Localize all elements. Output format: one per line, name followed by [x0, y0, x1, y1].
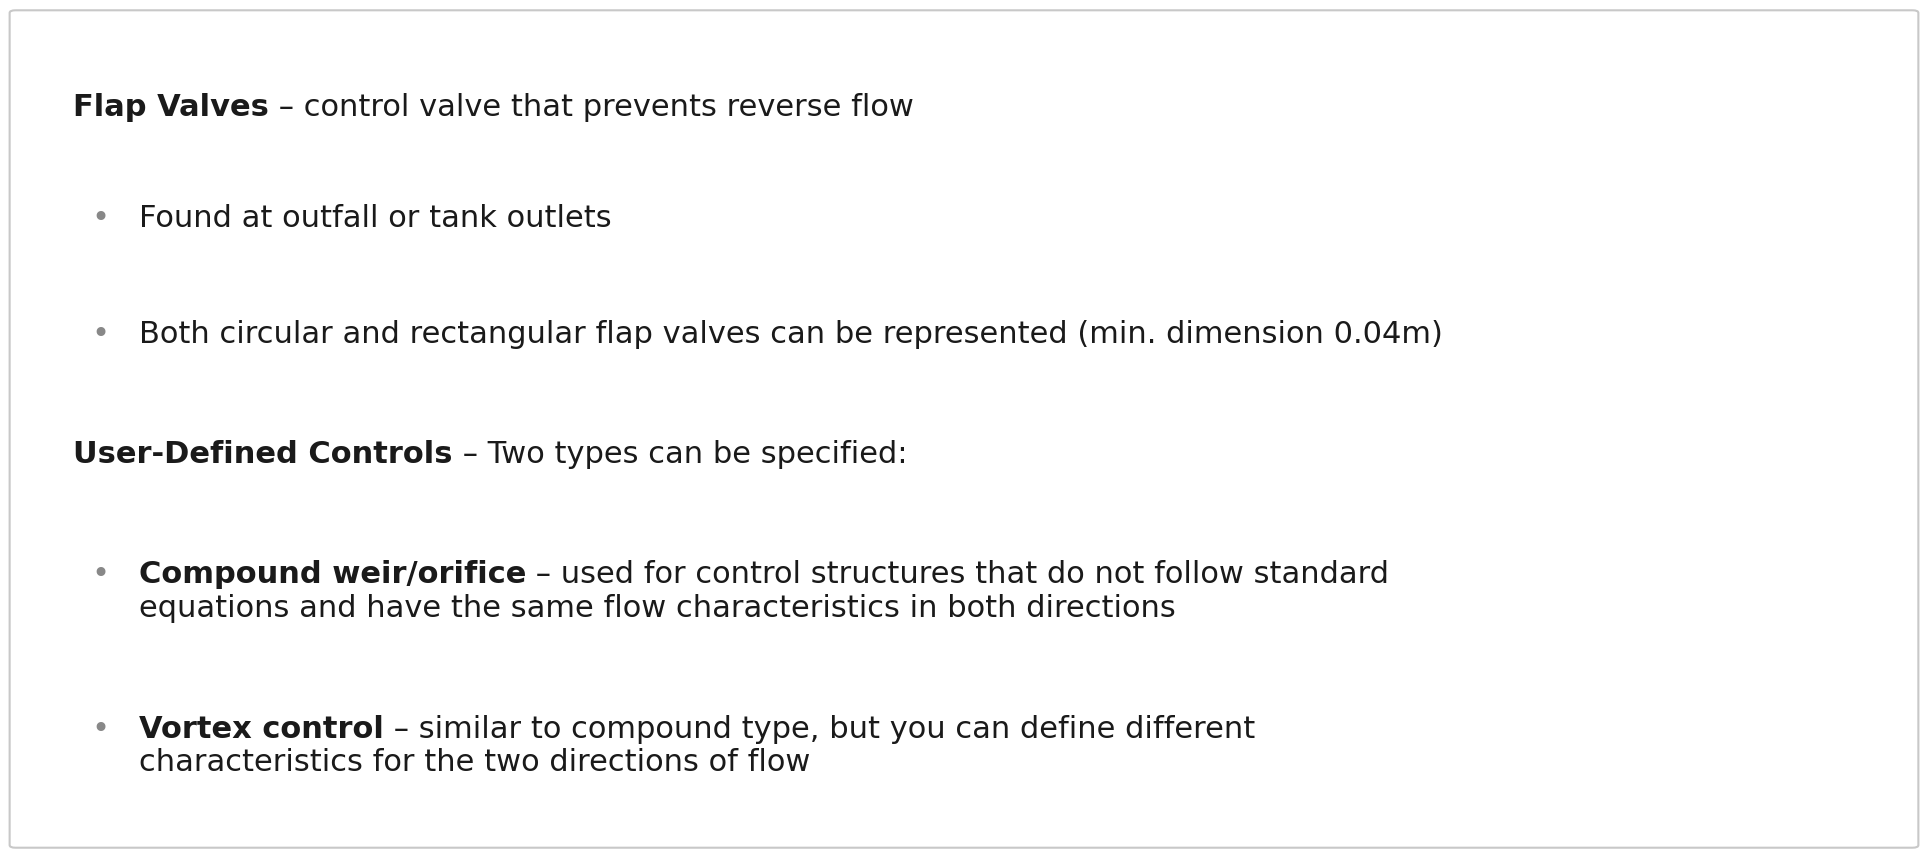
Text: •: • — [91, 320, 110, 349]
Text: Vortex control: Vortex control — [139, 715, 384, 744]
Text: •: • — [91, 204, 110, 233]
Text: – similar to compound type, but you can define different: – similar to compound type, but you can … — [384, 715, 1255, 744]
Text: Both circular and rectangular flap valves can be represented (min. dimension 0.0: Both circular and rectangular flap valve… — [139, 320, 1442, 349]
Text: – used for control structures that do not follow standard: – used for control structures that do no… — [526, 560, 1390, 589]
Text: •: • — [91, 715, 110, 744]
Text: Compound weir/orifice: Compound weir/orifice — [139, 560, 526, 589]
Text: equations and have the same flow characteristics in both directions: equations and have the same flow charact… — [139, 594, 1176, 623]
Text: Found at outfall or tank outlets: Found at outfall or tank outlets — [139, 204, 611, 233]
Text: User-Defined Controls: User-Defined Controls — [73, 440, 453, 469]
Text: •: • — [91, 560, 110, 589]
FancyBboxPatch shape — [10, 10, 1918, 848]
Text: characteristics for the two directions of flow: characteristics for the two directions o… — [139, 748, 810, 777]
Text: – Two types can be specified:: – Two types can be specified: — [453, 440, 908, 469]
Text: Flap Valves: Flap Valves — [73, 93, 270, 122]
Text: – control valve that prevents reverse flow: – control valve that prevents reverse fl… — [270, 93, 914, 122]
Text: Ag: Ag — [139, 560, 179, 589]
